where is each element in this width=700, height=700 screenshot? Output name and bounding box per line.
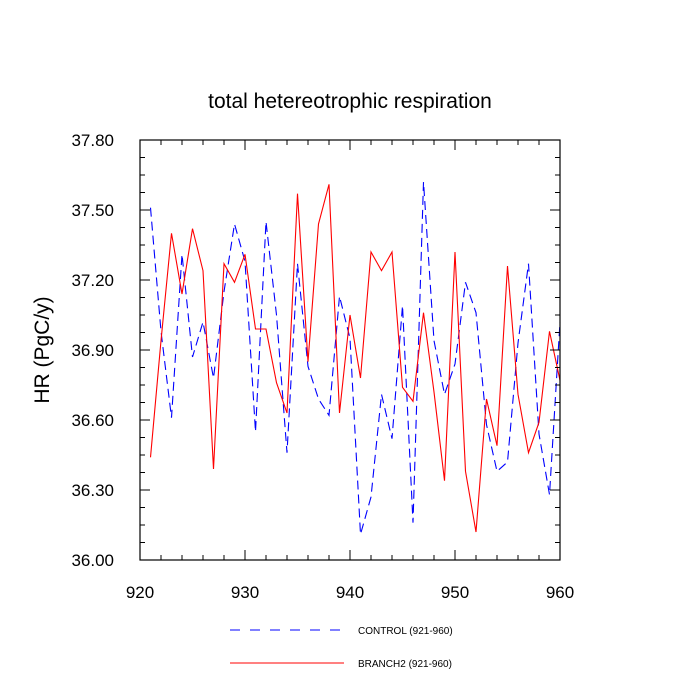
x-tick-label: 940	[336, 583, 364, 602]
y-tick-label: 37.80	[71, 131, 114, 150]
series-line-2	[149, 184, 561, 533]
x-tick-label: 930	[231, 583, 259, 602]
legend-label-2: BRANCH2 (921-960)	[358, 659, 452, 670]
y-tick-label: 36.30	[71, 481, 114, 500]
axis-ticks: 920 930 940 950 960 36.00 36.30 36.60 36.90 37.20…	[71, 131, 574, 602]
y-tick-label: 37.50	[71, 201, 114, 220]
y-tick-label: 37.20	[71, 271, 114, 290]
legend: CONTROL (921-960) BRANCH2 (921-960)	[230, 626, 453, 670]
plot-frame	[139, 139, 561, 561]
x-tick-label: 960	[546, 583, 574, 602]
y-tick-label: 36.90	[71, 341, 114, 360]
chart-title: total hetereotrophic respiration	[208, 90, 492, 113]
legend-label-1: CONTROL (921-960)	[358, 626, 453, 637]
x-tick-label: 920	[126, 583, 154, 602]
x-tick-label: 950	[441, 583, 469, 602]
y-tick-label: 36.00	[71, 551, 114, 570]
series-line-1	[149, 181, 561, 535]
y-tick-label: 36.60	[71, 411, 114, 430]
plot-lines	[149, 181, 561, 535]
y-axis-label: HR (PgC/y)	[31, 296, 54, 403]
